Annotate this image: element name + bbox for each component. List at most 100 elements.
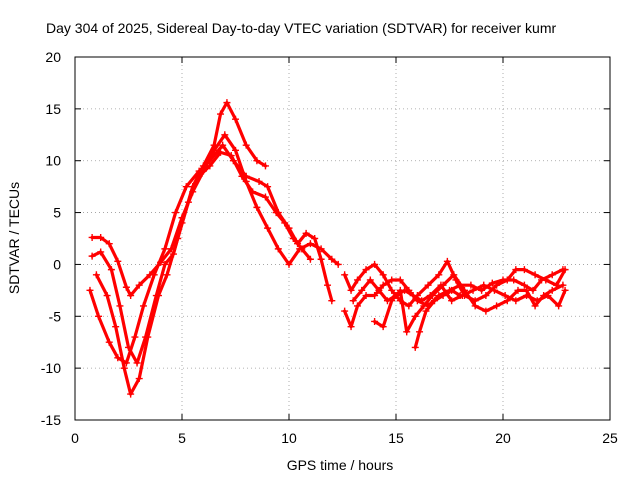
data-point	[227, 152, 235, 160]
data-point	[448, 297, 456, 305]
data-point	[523, 286, 531, 294]
data-point	[467, 281, 475, 289]
data-point	[548, 286, 556, 294]
data-point	[353, 302, 361, 310]
data-point	[375, 286, 383, 294]
data-point	[217, 148, 225, 156]
data-point	[206, 162, 214, 170]
data-point	[469, 286, 477, 294]
data-point	[97, 248, 105, 256]
data-point	[428, 292, 436, 300]
data-point	[371, 260, 379, 268]
data-point	[559, 281, 567, 289]
data-point	[261, 162, 269, 170]
data-point	[139, 302, 147, 310]
data-point	[520, 281, 528, 289]
data-point	[409, 292, 417, 300]
data-point	[439, 281, 447, 289]
data-point	[388, 276, 396, 284]
data-point	[95, 312, 103, 320]
data-point	[341, 307, 349, 315]
data-point	[174, 235, 182, 242]
data-point	[289, 235, 297, 242]
data-point	[531, 302, 539, 310]
data-point	[471, 302, 479, 310]
data-point	[488, 279, 496, 287]
data-point	[112, 323, 120, 331]
data-point	[92, 271, 100, 279]
data-point	[411, 343, 419, 351]
x-axis-label: GPS time / hours	[287, 457, 394, 473]
data-point	[420, 302, 428, 310]
data-point	[127, 292, 135, 300]
data-point	[411, 312, 419, 320]
data-point	[435, 271, 443, 279]
y-tick-label: 10	[45, 153, 61, 169]
data-point	[347, 286, 355, 294]
data-point	[298, 245, 306, 253]
data-point	[403, 328, 411, 336]
data-point	[499, 276, 507, 284]
data-point	[341, 271, 349, 279]
data-point	[232, 115, 239, 123]
data-point	[253, 157, 261, 165]
data-point	[347, 323, 355, 331]
data-point	[396, 286, 404, 294]
data-point	[217, 110, 225, 118]
data-point	[512, 297, 520, 305]
series-track-h	[371, 271, 567, 336]
data-point	[371, 317, 379, 325]
data-point	[135, 281, 143, 289]
data-point	[163, 271, 171, 279]
plot-frame	[74, 56, 611, 421]
data-point	[362, 292, 370, 300]
data-point	[114, 257, 122, 265]
data-point	[114, 354, 122, 362]
x-tick-label: 15	[388, 430, 404, 446]
data-point	[493, 302, 501, 310]
data-point	[512, 266, 520, 274]
data-point	[431, 297, 439, 305]
data-point	[281, 219, 289, 227]
data-point	[520, 266, 528, 274]
data-point	[405, 302, 413, 310]
data-point	[238, 172, 246, 180]
data-point	[362, 266, 370, 274]
series-line	[88, 143, 334, 365]
data-point	[306, 255, 314, 263]
data-point	[285, 260, 293, 268]
data-point	[334, 260, 342, 268]
data-point	[379, 281, 387, 289]
data-point	[388, 297, 396, 305]
data-point	[311, 235, 319, 242]
data-point	[242, 141, 250, 149]
data-point	[223, 99, 231, 107]
data-point	[317, 255, 325, 263]
data-point	[538, 276, 546, 284]
y-axis-label: SDTVAR / TECUs	[6, 182, 22, 294]
data-point	[443, 257, 451, 265]
data-point	[255, 177, 263, 185]
data-point	[478, 286, 486, 294]
data-point	[379, 323, 387, 331]
data-point	[396, 276, 404, 284]
data-point	[353, 276, 361, 284]
data-point	[120, 364, 128, 372]
data-point	[122, 283, 130, 291]
data-point	[540, 292, 548, 300]
data-point	[416, 328, 424, 336]
data-point	[150, 271, 158, 279]
data-point	[219, 141, 227, 149]
data-point	[514, 286, 522, 294]
data-point	[264, 183, 272, 191]
x-tick-label: 0	[71, 430, 79, 446]
data-point	[195, 172, 203, 180]
data-point	[503, 297, 511, 305]
data-point	[424, 281, 432, 289]
data-point	[264, 224, 272, 232]
data-point	[172, 209, 180, 217]
x-tick-label: 5	[178, 430, 186, 446]
data-point	[450, 271, 458, 279]
data-point	[555, 302, 563, 310]
